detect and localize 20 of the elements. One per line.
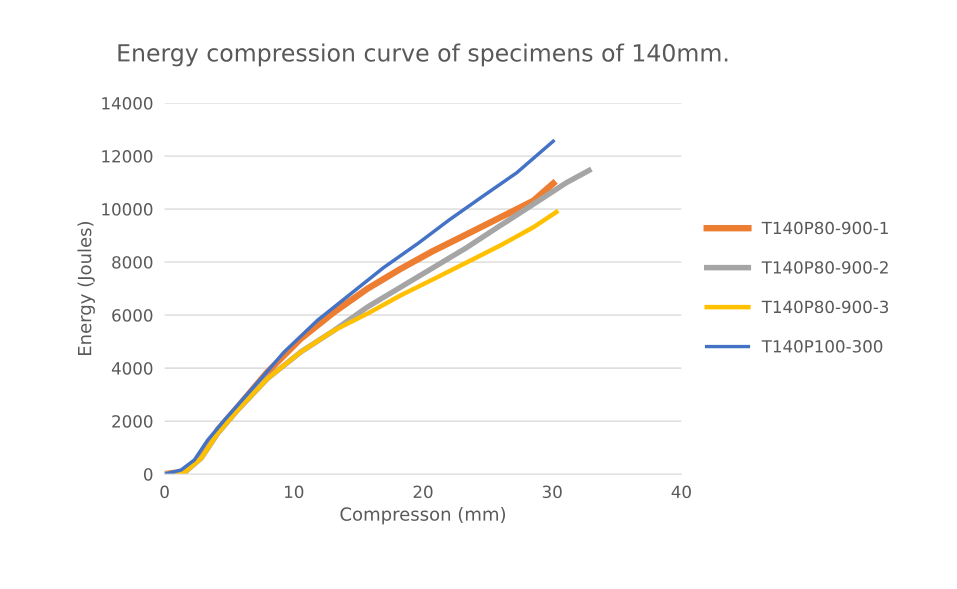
x-axis-title: Compresson (mm) xyxy=(340,506,506,524)
legend-label: T140P100-300 xyxy=(762,340,882,353)
y-tick-label: 4000 xyxy=(112,362,152,375)
x-tick-label: 20 xyxy=(414,486,432,498)
y-tick-label: 8000 xyxy=(112,256,152,269)
legend-label: T140P80-900-2 xyxy=(762,261,888,274)
chart-title: Energy compression curve of specimens of 140mm. xyxy=(118,43,728,66)
y-tick-label: 10000 xyxy=(102,203,152,216)
legend-label: T140P80-900-3 xyxy=(762,300,888,314)
y-tick-label: 12000 xyxy=(102,150,152,163)
y-tick-label: 2000 xyxy=(112,415,152,428)
x-tick-label: 0 xyxy=(160,486,169,498)
y-tick-label: 14000 xyxy=(102,97,152,110)
y-tick-label: 6000 xyxy=(112,309,152,322)
y-tick-label: 0 xyxy=(144,468,152,481)
x-tick-label: 10 xyxy=(285,486,304,498)
y-axis-title: Energy (Joules) xyxy=(77,222,95,356)
x-tick-label: 30 xyxy=(542,486,562,498)
x-tick-label: 40 xyxy=(672,486,691,498)
legend-label: T140P80-900-1 xyxy=(762,222,888,234)
